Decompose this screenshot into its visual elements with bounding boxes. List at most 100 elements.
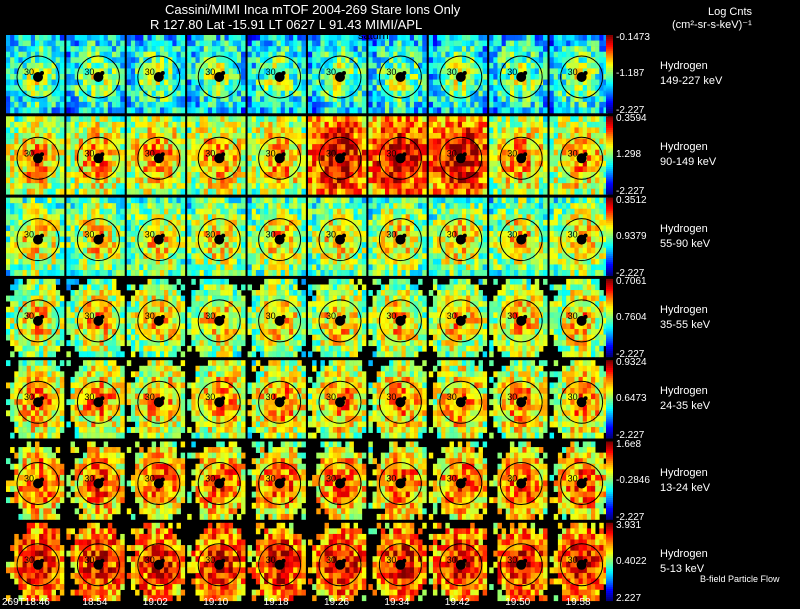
frame-image: 30 (308, 360, 367, 439)
colorbar (606, 116, 613, 195)
ring-label: 30 (386, 555, 396, 565)
frame-image: 30 (368, 522, 427, 602)
time-label: 19:10 (203, 597, 229, 608)
ring-label: 30 (447, 230, 457, 240)
ring-label: 30 (205, 392, 215, 402)
frame-image: 30 (368, 116, 427, 195)
colorbar-tick-label: 0.9379 (616, 230, 647, 242)
colorbar-tick-label: 1.6e8 (616, 438, 642, 450)
colorbar (606, 278, 613, 358)
frame-image: 30 (489, 522, 548, 602)
ring-label: 30 (205, 67, 215, 77)
colorbar-tick-label: 0.3512 (616, 194, 647, 206)
units-label-detail: (cm²-sr-s-keV)⁻¹ (672, 19, 752, 31)
ring-label: 30 (447, 392, 457, 402)
ring-label: 30 (266, 392, 276, 402)
ring-label: 30 (84, 311, 94, 321)
frame-image: 30 (66, 35, 125, 114)
frame-image: 30 (6, 116, 65, 195)
ring-label: 30 (145, 555, 155, 565)
ring-label: 30 (326, 555, 336, 565)
ring-label: 30 (326, 148, 336, 158)
frame-image: 30 (368, 197, 427, 276)
ring-label: 30 (386, 230, 396, 240)
time-label: 269T18:46 (2, 597, 50, 608)
frame-image: 30 (66, 522, 125, 602)
ring-label: 30 (568, 67, 578, 77)
ring-label: 30 (326, 474, 336, 484)
time-label: 19:26 (324, 597, 350, 608)
time-label: 19:50 (505, 597, 531, 608)
frame-image: 30 (66, 441, 125, 520)
frame-image: 30 (247, 197, 306, 276)
frame-image: 30 (187, 116, 246, 195)
ring-label: 30 (84, 392, 94, 402)
frame-image: 30 (66, 116, 125, 195)
frame-image: 30 (187, 278, 246, 358)
colorbar-tick-label: -0.1473 (616, 32, 650, 43)
ring-label: 30 (84, 230, 94, 240)
frame-image: 30 (368, 35, 427, 114)
frame-image: 30 (368, 278, 427, 358)
frame-image: 30 (6, 278, 65, 358)
time-label: 19:58 (565, 597, 591, 608)
species-label: Hydrogen (660, 141, 708, 154)
frame-image: 30 (308, 441, 367, 520)
saturn-label: satur (152, 26, 177, 38)
frame-image: 30 (6, 522, 65, 602)
frame-image: 30 (428, 35, 488, 114)
ring-label: 30 (266, 555, 276, 565)
frame-image: 30 (308, 197, 367, 276)
frame-image: 30 (489, 35, 548, 114)
frame-image: 30 (428, 441, 488, 520)
ring-label: 30 (386, 392, 396, 402)
saturn-label: saturn (358, 30, 389, 42)
frame-image: 30 (428, 278, 488, 358)
colorbar-tick-label: -2.227 (616, 186, 645, 198)
frame-image: 30 (489, 360, 548, 439)
colorbar-tick-label: 0.3594 (616, 113, 647, 125)
ring-label: 30 (568, 311, 578, 321)
ring-label: 30 (507, 311, 517, 321)
frame-image: 30 (308, 522, 367, 602)
frame-image: 30 (428, 360, 488, 439)
frame-image: 30 (489, 197, 548, 276)
frame-image: 30 (187, 522, 246, 602)
frame-image: 30 (247, 522, 306, 602)
time-label: 19:34 (384, 597, 410, 608)
frame-image: 30 (368, 441, 427, 520)
ring-label: 30 (145, 67, 155, 77)
ring-label: 30 (266, 67, 276, 77)
ring-label: 30 (447, 311, 457, 321)
ring-label: 30 (447, 67, 457, 77)
ring-label: 30 (205, 555, 215, 565)
ring-label: 30 (205, 311, 215, 321)
ring-label: 30 (507, 148, 517, 158)
ring-label: 30 (266, 311, 276, 321)
colorbar-tick-label: 0.7061 (616, 275, 647, 287)
frame-image: 30 (187, 360, 246, 439)
ring-label: 30 (386, 148, 396, 158)
ring-label: 30 (145, 148, 155, 158)
frame-image: 30 (6, 360, 65, 439)
colorbar-tick-label: 0.9324 (616, 357, 647, 369)
energy-label: 13-24 keV (660, 481, 711, 494)
ring-label: 30 (266, 474, 276, 484)
frame-image: 30 (126, 441, 186, 520)
frame-image: 30 (187, 197, 246, 276)
colorbar (606, 35, 613, 114)
ring-label: 30 (84, 555, 94, 565)
ring-label: 30 (447, 474, 457, 484)
ring-label: 30 (507, 474, 517, 484)
frame-image: 30 (66, 278, 125, 358)
frame-image: 30 (66, 360, 125, 439)
frame-image: 30 (428, 522, 488, 602)
colorbar-tick-label: 1.298 (616, 149, 642, 161)
frame-image: 30 (126, 522, 186, 602)
frame-image: 30 (308, 116, 367, 195)
colorbar-tick-label: -1.187 (616, 68, 645, 79)
frame-image: 30 (187, 441, 246, 520)
colorbar-tick-label: -2.227 (616, 267, 645, 279)
frame-image: 30 (247, 441, 306, 520)
colorbar-tick-label: -2.227 (616, 511, 645, 523)
